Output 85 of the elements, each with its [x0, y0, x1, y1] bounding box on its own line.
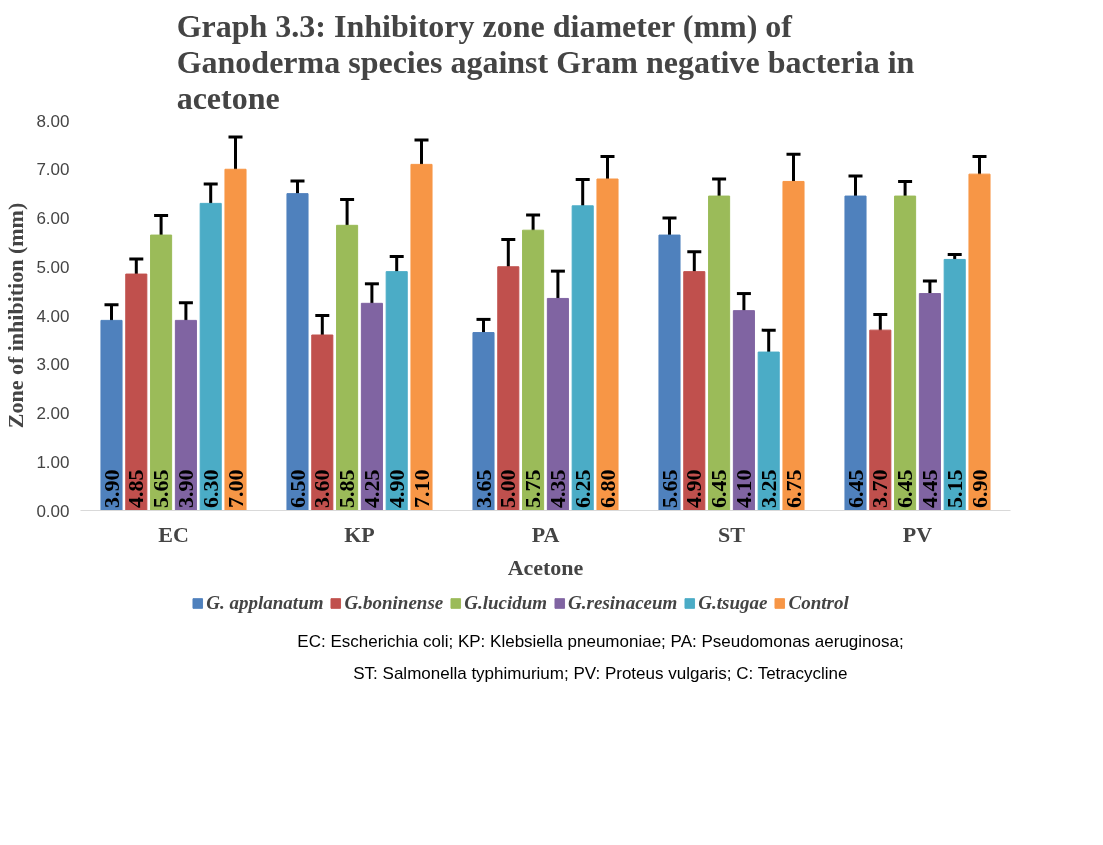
y-tick-label: 7.00 [36, 160, 70, 180]
bar [472, 332, 495, 511]
data-label: 5.00 [495, 469, 521, 509]
text: EC: Escherichia coli; KP: Klebsiella pneumoniae; PA: Pseudomonas aeruginosa; [297, 631, 904, 651]
text: ST: Salmonella typhimurium; PV: Proteus vulgaris; C: Tetracycline [353, 664, 848, 683]
bar [943, 258, 966, 511]
data-label: 3.25 [755, 469, 781, 509]
bar [546, 297, 569, 511]
bar [174, 319, 197, 511]
bar [968, 173, 991, 511]
bar [311, 334, 334, 511]
bar [286, 193, 309, 511]
data-label: 4.90 [681, 469, 707, 509]
bar [360, 302, 383, 511]
bar [497, 266, 520, 511]
x-axis-title: Acetone [507, 554, 584, 580]
bar [708, 195, 731, 511]
data-label: 3.60 [309, 469, 335, 509]
bar [596, 178, 619, 511]
bar [757, 351, 780, 511]
data-label: 6.45 [706, 469, 732, 509]
bar [782, 180, 805, 511]
bar [658, 234, 681, 511]
data-label: 3.65 [470, 469, 496, 509]
x-tick-label: KP [344, 521, 375, 547]
data-label: 3.90 [172, 469, 198, 509]
chart-title: Graph 3.3: Inhibitory zone diameter (mm) of Ganoderma species against Gram negative bacteria in acetone [176, 7, 915, 116]
y-tick-label: 5.00 [36, 257, 70, 277]
data-label: 5.75 [520, 469, 546, 509]
y-tick-label: 6.00 [36, 209, 70, 228]
legend-label: G.boninense [344, 592, 444, 614]
bar [522, 229, 545, 511]
bar [125, 273, 148, 511]
data-label: 6.30 [197, 469, 223, 509]
data-label: 7.10 [408, 469, 434, 509]
data-label: 5.15 [941, 469, 967, 509]
y-axis-title: Zone of inhibition (mm) [3, 202, 29, 429]
data-label: 6.25 [569, 469, 595, 509]
legend-label: G.tsugae [698, 592, 768, 614]
bar [918, 293, 941, 511]
data-label: 5.65 [148, 469, 174, 509]
data-label: 4.10 [730, 469, 756, 509]
data-label: 7.00 [222, 469, 248, 509]
data-label: 6.45 [892, 469, 918, 509]
data-label: 4.25 [358, 469, 384, 509]
data-label: 4.45 [916, 469, 942, 509]
legend-label: Control [788, 592, 849, 614]
data-label: 4.90 [383, 469, 409, 509]
bar [869, 329, 892, 511]
y-tick-label: 1.00 [36, 452, 70, 472]
y-tick-label: 3.00 [36, 355, 70, 375]
x-tick-label: PV [902, 521, 933, 547]
bar [571, 205, 594, 511]
y-tick-label: 2.00 [36, 404, 70, 423]
x-tick-label: PA [531, 521, 560, 547]
data-label: 6.45 [842, 469, 868, 509]
data-label: 5.65 [656, 469, 682, 509]
bar [844, 195, 867, 511]
bar [732, 310, 755, 511]
legend-label: G. applanatum [206, 592, 324, 614]
bar [410, 163, 433, 511]
data-label: 6.90 [966, 469, 992, 509]
data-label: 4.35 [544, 469, 570, 509]
x-tick-label: EC [158, 521, 189, 547]
data-label: 6.80 [594, 469, 620, 509]
bar [683, 271, 706, 511]
legend-label: G.lucidum [464, 592, 548, 614]
bar [336, 224, 359, 511]
y-tick-label: 8.00 [36, 111, 70, 131]
bar [385, 271, 408, 511]
data-label: 4.85 [123, 469, 149, 509]
data-label: 6.75 [780, 469, 806, 509]
data-label: 3.70 [867, 469, 893, 509]
data-label: 3.90 [98, 469, 124, 509]
bar [224, 168, 247, 511]
legend-label: G.resinaceum [568, 592, 678, 614]
bar [894, 195, 917, 511]
bar [100, 319, 123, 511]
y-tick-label: 0.00 [36, 501, 70, 521]
bar [150, 234, 173, 511]
y-tick-label: 4.00 [36, 306, 70, 326]
data-label: 5.85 [334, 469, 360, 509]
data-label: 6.50 [284, 469, 310, 509]
bar [199, 202, 222, 511]
x-tick-label: ST [718, 521, 746, 547]
